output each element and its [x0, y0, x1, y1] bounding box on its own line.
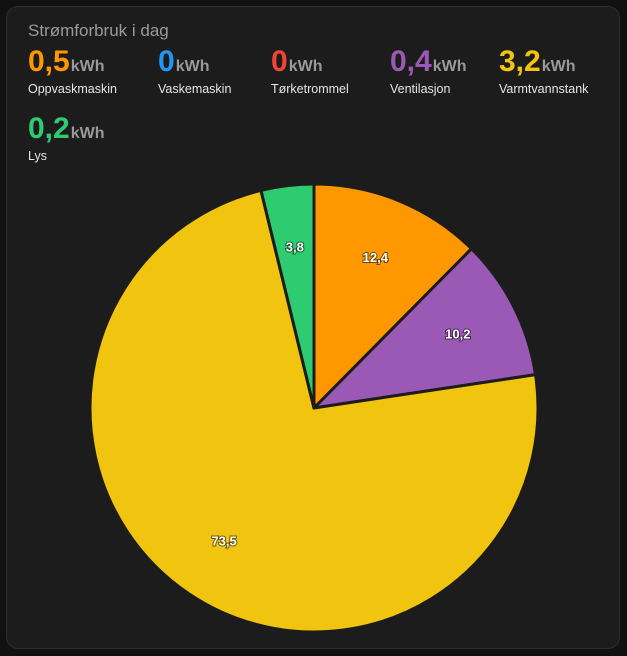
stat-label: Tørketrommel [271, 82, 349, 96]
stat-label: Varmtvannstank [499, 82, 589, 96]
pie-value-label: 73,5 [211, 533, 236, 548]
stat-vaskemaskin[interactable]: 0kWh Vaskemaskin [158, 45, 232, 97]
stat-unit: kWh [288, 58, 323, 75]
pie-slice-oppvaskmaskin[interactable] [312, 182, 474, 410]
pie-value-label: 12,4 [363, 250, 389, 265]
stat-value: 3,2 [499, 45, 541, 78]
stat-label: Lys [28, 149, 47, 163]
stat-unit: kWh [70, 125, 105, 142]
card-title: Strømforbruk i dag [28, 21, 169, 40]
stat-value: 0,2 [28, 112, 70, 145]
stat-ventilasjon[interactable]: 0,4kWh Ventilasjon [390, 45, 467, 97]
stat-unit: kWh [70, 58, 105, 75]
pie-slice-lys[interactable] [259, 182, 316, 410]
stat-value: 0,5 [28, 45, 70, 78]
stat-unit: kWh [175, 58, 210, 75]
stat-value: 0,4 [390, 45, 432, 78]
stat-unit: kWh [432, 58, 467, 75]
stat-unit: kWh [541, 58, 576, 75]
stat-varmtvannstank[interactable]: 3,2kWh Varmtvannstank [499, 45, 589, 97]
stat-torketrommel[interactable]: 0kWh Tørketrommel [271, 45, 349, 97]
stat-oppvaskmaskin[interactable]: 0,5kWh Oppvaskmaskin [28, 45, 117, 97]
pie-value-label: 10,2 [445, 326, 470, 341]
stat-label: Oppvaskmaskin [28, 82, 117, 96]
stat-label: Vaskemaskin [158, 82, 232, 96]
pie-slice-varmtvannstank[interactable] [88, 188, 540, 634]
stat-label: Ventilasjon [390, 82, 451, 96]
pie-value-label: 3,8 [286, 239, 304, 254]
stat-lys[interactable]: 0,2kWh Lys [28, 112, 105, 164]
stat-value: 0 [158, 45, 175, 78]
stat-value: 0 [271, 45, 288, 78]
pie-slice-ventilasjon[interactable] [312, 247, 538, 410]
